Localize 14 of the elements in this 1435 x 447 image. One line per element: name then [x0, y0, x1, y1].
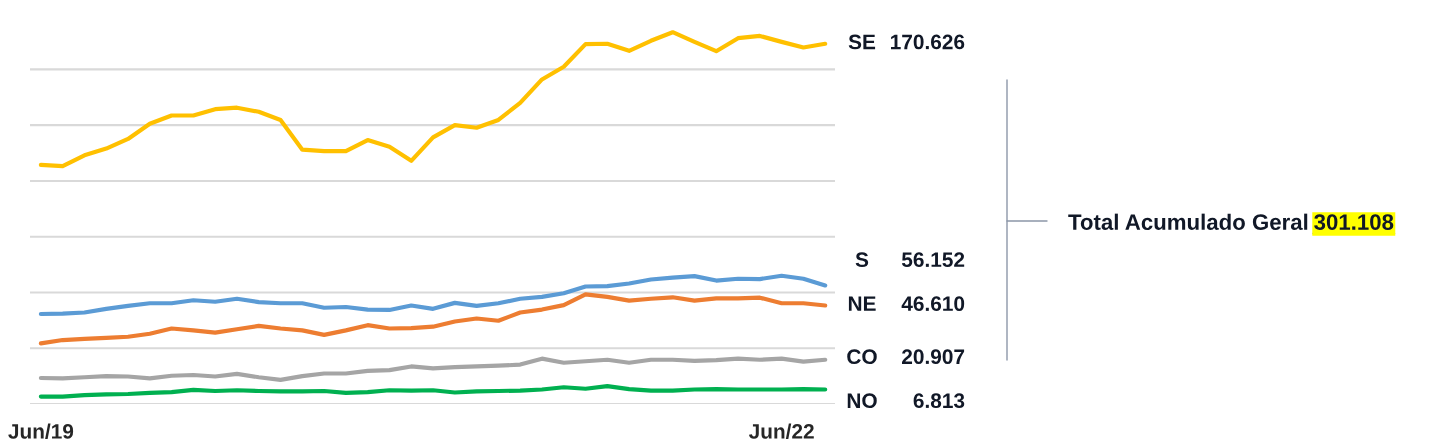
text: 301.108: [1314, 214, 1394, 230]
text: 46.610: [901, 296, 965, 312]
series-label: SE: [848, 34, 876, 50]
x-tick-label: Jun/22: [748, 423, 814, 439]
text: 170.626: [891, 34, 965, 50]
series-label: CO: [847, 349, 877, 365]
text: 20.907: [902, 349, 965, 365]
series-label: NE: [848, 296, 876, 311]
series-label: S: [855, 252, 869, 268]
text: Total Acumulado Geral: [1068, 213, 1308, 230]
text: 6.813: [913, 393, 965, 409]
text: 56.152: [901, 252, 965, 268]
series-label: NO: [847, 393, 877, 409]
x-tick-label: Jun/19: [8, 423, 74, 439]
